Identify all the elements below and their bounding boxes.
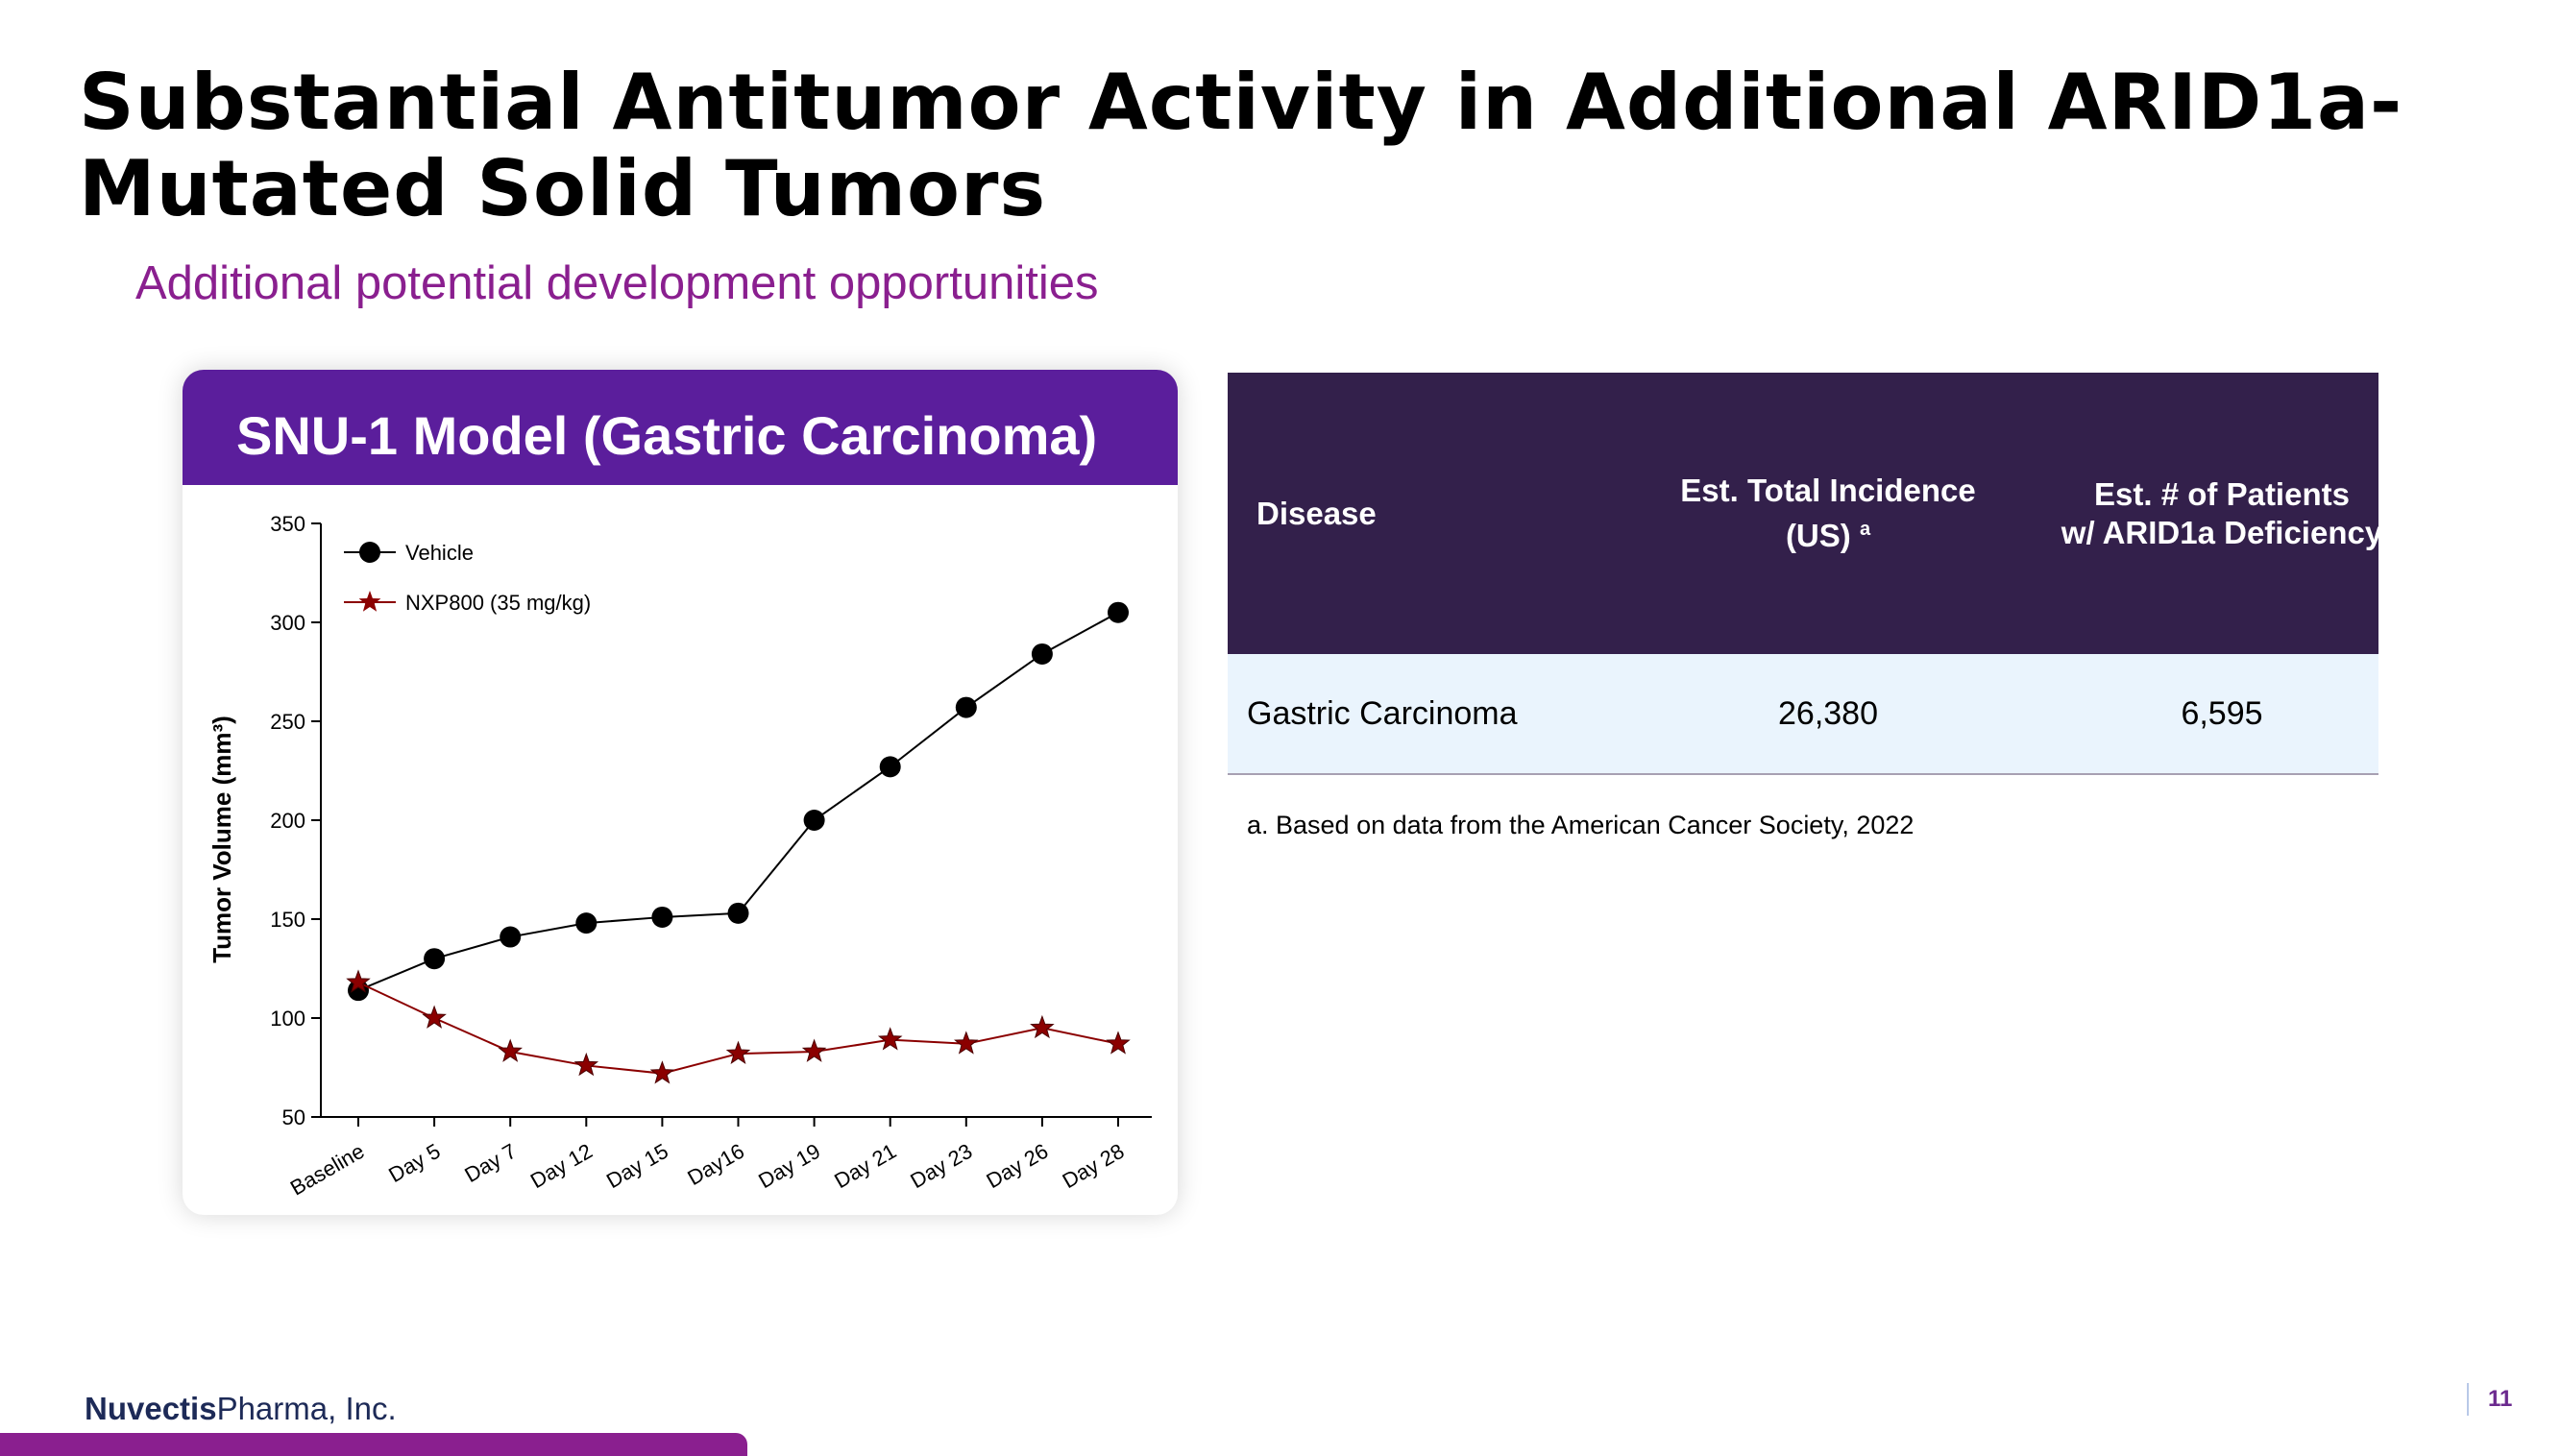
data-point-vehicle [424,948,446,970]
header-incidence-line2: (US) [1785,518,1851,553]
x-tick-label: Baseline [286,1139,369,1201]
y-axis-label: Tumor Volume (mm³) [207,716,236,963]
chart-card-header: SNU-1 Model (Gastric Carcinoma) [183,370,1178,485]
data-point-nxp800 [498,1038,523,1062]
data-point-vehicle [879,756,901,778]
header-incidence-footnote-mark: a [1859,519,1871,540]
data-point-nxp800 [801,1038,827,1062]
header-patients: Est. # of Patients w/ ARID1a Deficiency [2006,373,2438,654]
data-point-nxp800 [649,1060,675,1084]
header-patients-line1: Est. # of Patients [2094,475,2350,512]
data-point-nxp800 [422,1005,447,1029]
slide-title: Substantial Antitumor Activity in Additi… [79,58,2403,233]
cell-incidence: 26,380 [1778,694,1878,732]
y-tick-label: 50 [282,1105,305,1129]
legend-marker-vehicle [359,542,380,563]
table-header: Disease Est. Total Incidence (US) a Est.… [1228,373,2382,654]
x-tick-label: Day 7 [460,1139,520,1187]
header-patients-line2: w/ ARID1a Deficiency [2061,514,2383,550]
y-tick-label: 350 [270,512,305,536]
x-tick-label: Day 15 [602,1139,672,1194]
x-tick-label: Day 26 [983,1139,1053,1194]
series-line-vehicle [357,611,1119,992]
legend-label: NXP800 (35 mg/kg) [405,591,591,615]
data-point-vehicle [575,912,598,934]
series-line-nxp800 [357,982,1119,1075]
y-tick-label: 150 [270,908,305,932]
company-logo: NuvectisPharma, Inc. [85,1391,397,1427]
header-incidence-line1: Est. Total Incidence [1680,473,1976,508]
data-point-nxp800 [954,1031,979,1055]
y-tick-label: 100 [270,1007,305,1031]
data-point-vehicle [727,902,749,924]
x-tick-label: Day 28 [1059,1139,1129,1194]
cell-patients: 6,595 [2181,694,2263,732]
y-tick-label: 200 [270,809,305,833]
data-point-vehicle [651,906,673,928]
header-disease-label: Disease [1256,495,1377,531]
data-point-vehicle [803,810,825,831]
logo-company: Pharma, Inc. [216,1391,397,1426]
header-disease: Disease [1256,373,1583,654]
data-point-vehicle [1031,643,1053,665]
data-point-nxp800 [725,1040,751,1064]
incidence-table: Disease Est. Total Incidence (US) a Est.… [1228,373,2382,775]
slide-subtitle: Additional potential development opportu… [135,257,1099,309]
data-point-nxp800 [877,1027,903,1051]
chart-card-title: SNU-1 Model (Gastric Carcinoma) [236,405,1098,466]
data-point-nxp800 [1030,1014,1055,1039]
cell-disease: Gastric Carcinoma [1247,694,1518,732]
header-incidence: Est. Total Incidence (US) a [1612,373,2044,654]
legend-marker-nxp800 [358,591,381,612]
data-point-vehicle [1108,601,1129,623]
x-tick-label: Day 12 [526,1139,597,1194]
y-tick-label: 300 [270,611,305,635]
logo-brand: Nuvectis [85,1391,217,1426]
data-point-nxp800 [346,969,371,993]
x-tick-label: Day 23 [906,1139,976,1194]
data-point-vehicle [955,696,977,718]
legend-label: Vehicle [405,541,474,565]
data-point-nxp800 [1106,1031,1131,1055]
y-tick-label: 250 [270,710,305,734]
table-row: Gastric Carcinoma 26,380 6,595 [1228,654,2378,775]
chart-card: SNU-1 Model (Gastric Carcinoma) 50 100 150… [183,370,1178,1215]
x-tick-label: Day 21 [830,1139,900,1194]
bottom-accent-bar [0,1433,747,1456]
x-tick-label: Day 19 [754,1139,824,1194]
data-point-vehicle [500,926,522,948]
x-tick-label: Day16 [683,1139,748,1190]
x-tick-label: Day 5 [384,1139,444,1187]
table-footnote: a. Based on data from the American Cance… [1247,811,1915,839]
data-point-nxp800 [573,1052,599,1077]
page-number: 11 [2467,1383,2512,1416]
